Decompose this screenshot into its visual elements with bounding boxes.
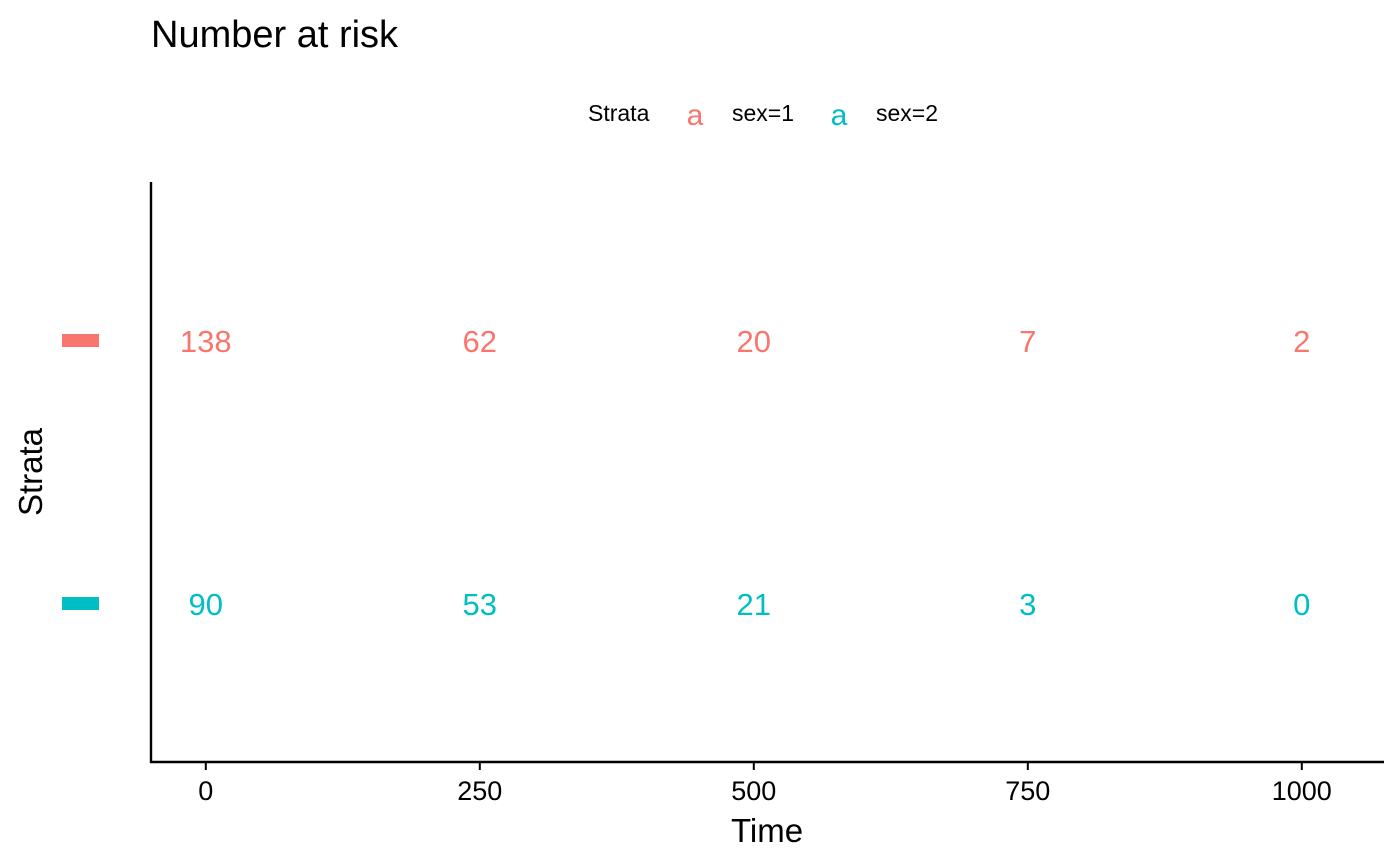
risk-count-label: 53 — [463, 587, 497, 622]
risk-count-label: 90 — [189, 587, 223, 622]
x-axis-title: Time — [731, 812, 803, 849]
risk-count-label: 21 — [737, 587, 771, 622]
legend-key-sex-2: a — [831, 99, 848, 132]
chart-title: Number at risk — [151, 14, 399, 56]
risk-count-label: 7 — [1019, 324, 1036, 359]
legend-title: Strata — [588, 100, 650, 126]
x-tick-label: 750 — [1005, 776, 1050, 806]
risk-count-label: 62 — [463, 324, 497, 359]
strata-keys — [62, 334, 99, 610]
legend-key-sex-1: a — [687, 99, 704, 132]
strata-key-bar — [62, 597, 99, 610]
risk-count-label: 0 — [1293, 587, 1310, 622]
risk-count-label: 138 — [180, 324, 232, 359]
x-tick-label: 0 — [198, 776, 213, 806]
legend: Strata a sex=1 a sex=2 — [588, 99, 938, 132]
risk-cells: 138 62 20 7 2 90 53 21 3 0 — [180, 324, 1310, 622]
x-tick-label: 1000 — [1272, 776, 1332, 806]
x-tick-label: 250 — [457, 776, 502, 806]
x-ticks: 0 250 500 750 1000 — [198, 763, 1332, 806]
y-axis-title: Strata — [12, 427, 49, 516]
risk-count-label: 20 — [737, 324, 771, 359]
strata-key-bar — [62, 334, 99, 347]
x-tick-label: 500 — [731, 776, 776, 806]
legend-label-sex-1: sex=1 — [732, 100, 794, 126]
risk-count-label: 2 — [1293, 324, 1310, 359]
risk-count-label: 3 — [1019, 587, 1036, 622]
legend-label-sex-2: sex=2 — [876, 100, 938, 126]
